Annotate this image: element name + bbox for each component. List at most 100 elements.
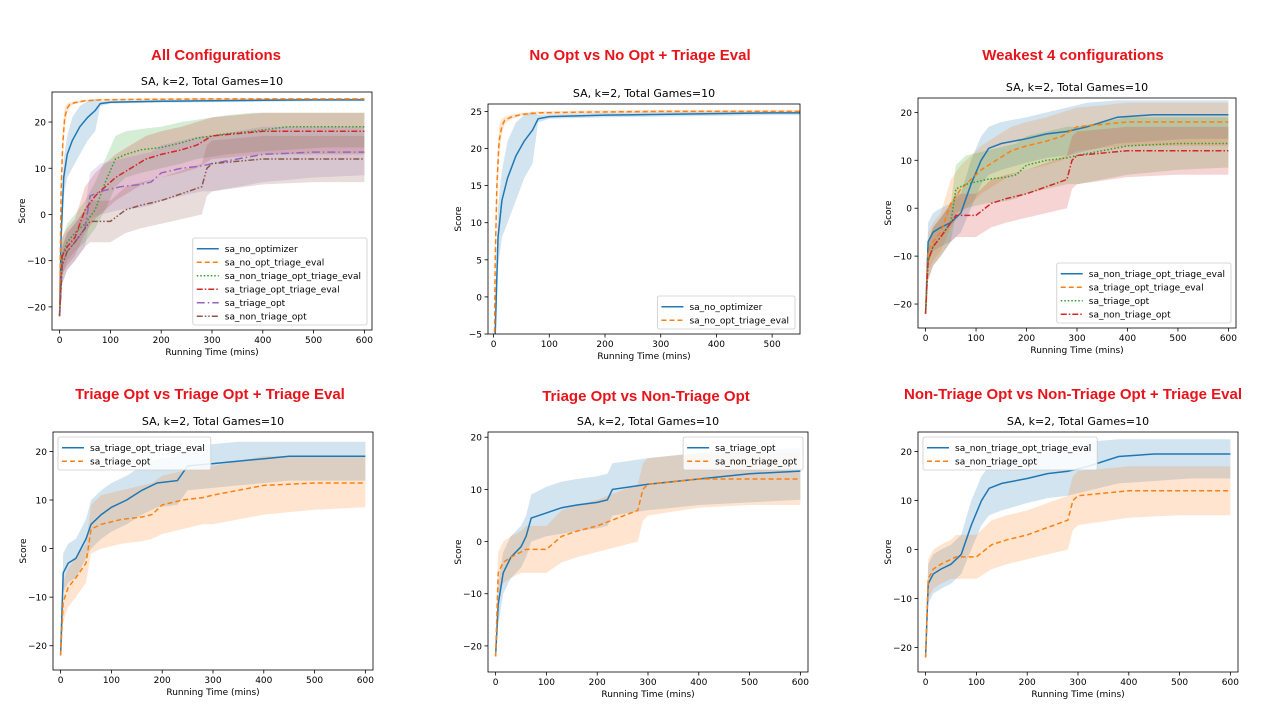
legend-label: sa_no_opt_triage_eval <box>689 316 789 326</box>
series-band-sa-triage-opt <box>59 126 365 317</box>
series-band-sa-non-triage-opt <box>495 452 801 657</box>
legend-label: sa_triage_opt_triage_eval <box>1089 283 1204 293</box>
legend-label: sa_triage_opt_triage_eval <box>225 285 340 295</box>
series-band-sa-no-optimizer <box>59 98 365 317</box>
panel-heading-no-opt: No Opt vs No Opt + Triage Eval <box>529 47 751 64</box>
x-tick-label: 300 <box>639 678 656 688</box>
chart-svg: SA, k=2, Total Games=100 100 200 300 400 500 6… <box>454 415 809 700</box>
legend: sa_non_triage_opt_triage_eval sa_non_tria… <box>922 436 1098 471</box>
legend-label: sa_non_triage_opt <box>955 457 1037 467</box>
y-tick-label: 0 <box>476 293 482 303</box>
x-tick-label: 400 <box>708 340 725 350</box>
chart-title: SA, k=2, Total Games=10 <box>141 75 283 88</box>
legend-label: sa_triage_opt_triage_eval <box>90 444 205 454</box>
x-axis-label: Running Time (mins) <box>165 348 258 358</box>
legend-label: sa_non_triage_opt <box>225 312 307 322</box>
y-tick-label: 15 <box>471 182 482 192</box>
legend-label: sa_no_opt_triage_eval <box>225 258 325 268</box>
x-tick-label: 0 <box>58 676 64 686</box>
chart-svg: SA, k=2, Total Games=100 100 200 300 400 500 6… <box>18 75 373 358</box>
x-tick-label: 200 <box>153 336 170 346</box>
x-tick-label: 600 <box>1220 334 1237 344</box>
series-line-sa-triage-opt-triage-eval <box>924 121 1229 314</box>
series-band-sa-triage-opt <box>925 117 1229 314</box>
series-line-sa-non-triage-opt <box>58 158 365 317</box>
chart-all-configurations: SA, k=2, Total Games=10 0 100 200 300 400 500 6… <box>0 60 380 370</box>
y-tick-label: −10 <box>893 253 912 263</box>
x-tick-label: 200 <box>596 340 613 350</box>
x-tick-label: 600 <box>1222 678 1239 688</box>
x-tick-label: 100 <box>102 336 119 346</box>
x-tick-label: 100 <box>968 678 985 688</box>
y-tick-label: 20 <box>471 145 483 155</box>
legend: sa_no_optimizer sa_no_opt_triage_eval sa_n… <box>192 237 368 326</box>
x-tick-label: 500 <box>306 676 323 686</box>
x-tick-label: 0 <box>923 334 929 344</box>
series-line-sa-non-triage-opt-triage-eval <box>58 125 365 317</box>
series-band-sa-triage-opt-triage-eval <box>60 441 366 656</box>
series-band-sa-triage-opt <box>60 456 366 656</box>
series-band-sa-non-triage-opt-triage-eval <box>925 100 1229 314</box>
axes-frame <box>487 103 801 335</box>
y-tick-label: 10 <box>471 486 483 496</box>
series-line-sa-non-triage-opt-triage-eval <box>924 453 1231 658</box>
panel-heading-weakest-4: Weakest 4 configurations <box>982 47 1164 64</box>
y-axis-label: Score <box>884 200 894 226</box>
legend-label: sa_triage_opt <box>715 444 776 454</box>
y-tick-label: 0 <box>906 205 912 215</box>
y-tick-label: −10 <box>463 590 482 600</box>
legend-label: sa_non_triage_opt_triage_eval <box>955 444 1091 454</box>
y-tick-label: −5 <box>469 331 482 341</box>
y-tick-label: −20 <box>27 303 46 313</box>
y-tick-label: 10 <box>36 497 48 507</box>
y-tick-label: 0 <box>476 538 482 548</box>
x-tick-label: 400 <box>1119 334 1136 344</box>
series-line-sa-non-triage-opt <box>494 478 801 657</box>
x-tick-label: 0 <box>923 678 929 688</box>
chart-title: SA, k=2, Total Games=10 <box>1007 415 1149 428</box>
series-line-sa-no-optimizer <box>494 112 800 334</box>
series-band-sa-non-triage-opt-triage-eval <box>925 439 1231 658</box>
x-tick-label: 400 <box>1120 678 1137 688</box>
series-line-sa-no-opt-triage-eval <box>493 110 800 334</box>
x-tick-label: 200 <box>154 676 171 686</box>
y-tick-label: 10 <box>901 497 913 507</box>
series-band-sa-triage-opt <box>495 447 801 657</box>
chart-non-triage-comparison: SA, k=2, Total Games=10 0 100 200 300 400 500 6… <box>860 400 1260 720</box>
series-band-sa-triage-opt-triage-eval <box>925 102 1229 314</box>
x-tick-label: 100 <box>103 676 120 686</box>
y-tick-label: −10 <box>28 594 47 604</box>
y-tick-label: 0 <box>906 546 912 556</box>
y-tick-label: 10 <box>901 157 913 167</box>
y-tick-label: 0 <box>41 545 47 555</box>
legend-label: sa_no_optimizer <box>225 245 298 255</box>
y-tick-label: −10 <box>27 257 46 267</box>
legend: sa_triage_opt_triage_eval sa_triage_opt <box>57 436 212 471</box>
y-tick-label: 20 <box>35 119 47 129</box>
y-tick-label: −20 <box>28 642 47 652</box>
panel-heading-triage-opt: Triage Opt vs Triage Opt + Triage Eval <box>75 386 345 403</box>
legend-label: sa_non_triage_opt_triage_eval <box>1089 270 1225 280</box>
legend-label: sa_non_triage_opt <box>1089 310 1171 320</box>
x-tick-label: 400 <box>255 676 272 686</box>
series-line-sa-triage-opt <box>59 482 366 656</box>
x-tick-label: 100 <box>541 340 558 350</box>
series-band-sa-non-triage-opt <box>59 135 365 317</box>
x-tick-label: 500 <box>764 340 781 350</box>
chart-triage-opt-comparison: SA, k=2, Total Games=10 0 100 200 300 400 500 6… <box>0 400 390 720</box>
x-tick-label: 0 <box>57 336 63 346</box>
y-tick-label: 20 <box>36 448 48 458</box>
y-tick-label: −20 <box>893 301 912 311</box>
x-tick-label: 500 <box>1171 678 1188 688</box>
series-band-sa-non-triage-opt <box>925 126 1229 314</box>
x-tick-label: 500 <box>741 678 758 688</box>
x-tick-label: 400 <box>254 336 271 346</box>
chart-title: SA, k=2, Total Games=10 <box>1006 81 1148 94</box>
y-tick-label: 0 <box>40 211 46 221</box>
y-tick-label: 5 <box>476 256 482 266</box>
series-line-sa-non-triage-opt <box>924 490 1231 658</box>
y-axis-label: Score <box>454 539 464 565</box>
x-tick-label: 300 <box>1069 678 1086 688</box>
y-axis-label: Score <box>19 538 29 564</box>
x-tick-label: 600 <box>792 678 809 688</box>
